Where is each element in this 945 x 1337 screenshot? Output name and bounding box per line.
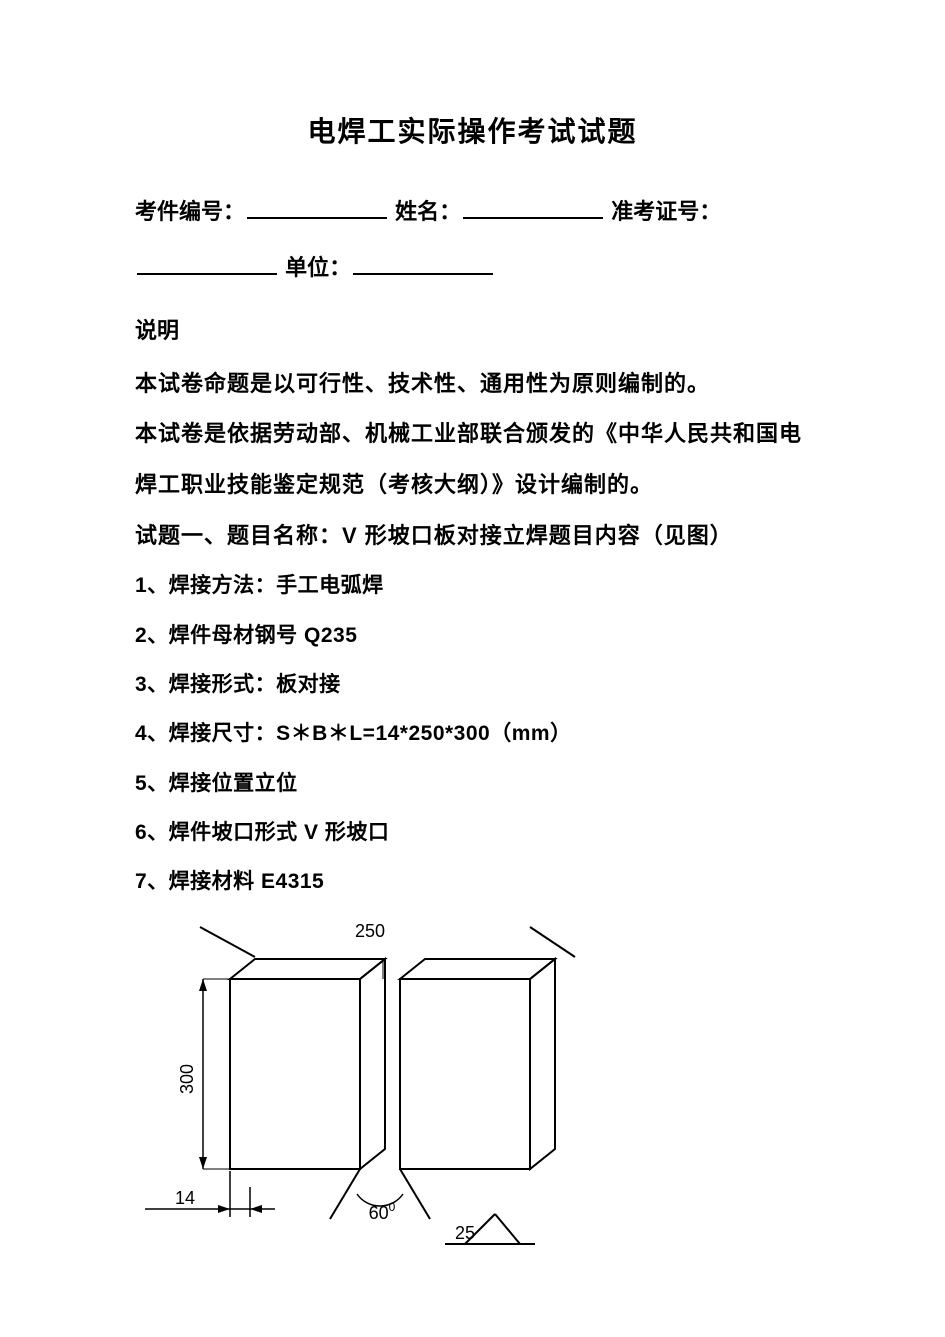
form-row-1: 考件编号： 姓名： 准考证号： xyxy=(135,188,810,236)
document-page: 电焊工实际操作考试试题 考件编号： 姓名： 准考证号： 单位： 说明 本试卷命题… xyxy=(0,0,945,1337)
unit-blank[interactable] xyxy=(353,253,493,275)
item-6: 6、焊件坡口形式 V 形坡口 xyxy=(135,808,810,857)
dim-thickness-text: 14 xyxy=(175,1188,195,1208)
unit-label: 单位： xyxy=(285,255,351,280)
left-plate-top xyxy=(230,959,385,979)
roughness-text: 25 xyxy=(455,1223,475,1243)
page-title: 电焊工实际操作考试试题 xyxy=(135,110,810,150)
diagram-svg: 250 300 xyxy=(135,919,585,1249)
item-2: 2、焊件母材钢号 Q235 xyxy=(135,611,810,660)
dim-height-arrow-bottom xyxy=(199,1157,207,1169)
left-plate-front xyxy=(230,979,360,1169)
dim-height-arrow-top xyxy=(199,979,207,991)
part-number-label: 考件编号： xyxy=(135,199,245,224)
groove-left-line xyxy=(330,1169,360,1219)
technical-diagram: 250 300 xyxy=(135,919,585,1249)
dim-height-text: 300 xyxy=(177,1064,197,1094)
part-number-blank[interactable] xyxy=(247,197,387,219)
name-label: 姓名： xyxy=(395,199,461,224)
item-5: 5、焊接位置立位 xyxy=(135,759,810,808)
form-row-2: 单位： xyxy=(135,244,810,292)
item-4: 4、焊接尺寸：S＊B＊L=14*250*300（mm） xyxy=(135,709,810,758)
groove-right-line xyxy=(400,1169,430,1219)
right-plate-front xyxy=(400,979,530,1169)
instructions-heading: 说明 xyxy=(135,313,810,345)
instructions-line-1: 本试卷命题是以可行性、技术性、通用性为原则编制的。 xyxy=(135,359,810,410)
dim-top-right-ext xyxy=(530,927,575,957)
instructions-line-2: 本试卷是依据劳动部、机械工业部联合颁发的《中华人民共和国电焊工职业技能鉴定规范（… xyxy=(135,409,810,510)
right-plate-top xyxy=(400,959,555,979)
dim-top-left-ext xyxy=(200,927,255,957)
item-3: 3、焊接形式：板对接 xyxy=(135,660,810,709)
exam-id-blank[interactable] xyxy=(137,253,277,275)
left-plate-side xyxy=(360,959,385,1169)
name-blank[interactable] xyxy=(463,197,603,219)
item-1: 1、焊接方法：手工电弧焊 xyxy=(135,561,810,610)
right-plate-side xyxy=(530,959,555,1169)
exam-id-label: 准考证号： xyxy=(611,199,721,224)
question-header: 试题一、题目名称：V 形坡口板对接立焊题目内容（见图） xyxy=(135,511,810,562)
item-7: 7、焊接材料 E4315 xyxy=(135,857,810,906)
dim-thick-arrow-left xyxy=(218,1205,230,1213)
dim-thick-arrow-right xyxy=(250,1205,262,1213)
angle-text: 600 xyxy=(369,1200,396,1223)
dim-width-text: 250 xyxy=(355,921,385,941)
roughness-line-2 xyxy=(495,1214,520,1244)
